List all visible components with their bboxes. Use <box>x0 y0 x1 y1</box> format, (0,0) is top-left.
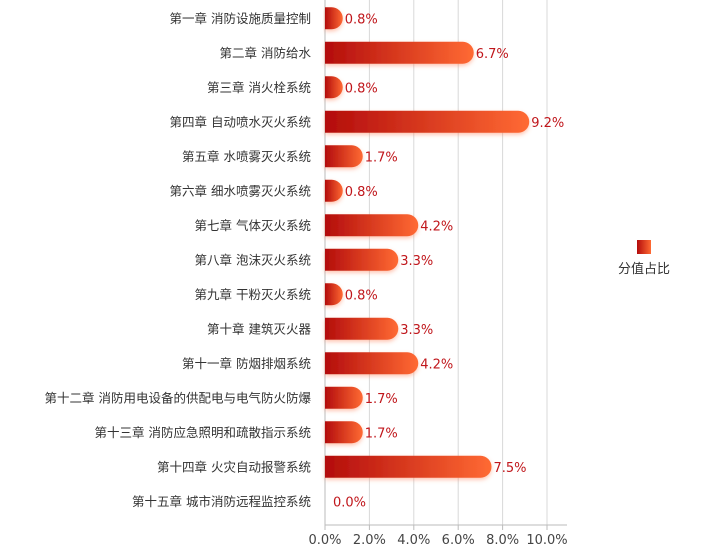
bar[interactable] <box>325 317 399 340</box>
category-label: 第十章 建筑灭火器 <box>207 321 311 336</box>
data-label: 9.2% <box>531 116 564 131</box>
data-label: 4.2% <box>420 219 453 234</box>
data-label: 7.5% <box>494 461 527 476</box>
data-label: 1.7% <box>365 150 398 165</box>
category-label: 第三章 消火栓系统 <box>207 80 311 95</box>
data-label: 1.7% <box>365 426 398 441</box>
bar[interactable] <box>325 76 343 99</box>
data-label: 4.2% <box>420 357 453 372</box>
bar[interactable] <box>325 110 530 133</box>
category-label: 第十五章 城市消防远程监控系统 <box>132 494 311 509</box>
legend[interactable]: 分值占比 <box>618 240 670 277</box>
data-label: 0.0% <box>333 495 366 510</box>
x-tick-label: 4.0% <box>397 533 430 548</box>
category-label: 第六章 细水喷雾灭火系统 <box>170 183 311 198</box>
data-label: 6.7% <box>476 47 509 62</box>
category-label: 第一章 消防设施质量控制 <box>170 11 311 26</box>
legend-swatch <box>637 240 651 254</box>
bar[interactable] <box>325 7 343 30</box>
data-label: 0.8% <box>345 12 378 27</box>
bar[interactable] <box>325 214 419 237</box>
category-label: 第七章 气体灭火系统 <box>195 218 311 233</box>
bar[interactable] <box>325 41 474 64</box>
data-label: 0.8% <box>345 288 378 303</box>
bar[interactable] <box>325 145 363 168</box>
data-label: 0.8% <box>345 185 378 200</box>
category-label: 第八章 泡沫灭火系统 <box>195 252 311 267</box>
category-label: 第九章 干粉灭火系统 <box>195 287 311 302</box>
category-label: 第二章 消防给水 <box>220 45 312 60</box>
data-label: 1.7% <box>365 392 398 407</box>
category-label: 第十一章 防烟排烟系统 <box>182 356 311 371</box>
bar[interactable] <box>325 248 399 271</box>
bar[interactable] <box>325 421 363 444</box>
category-label: 第五章 水喷雾灭火系统 <box>182 149 311 164</box>
bar[interactable] <box>325 455 492 478</box>
legend-label: 分值占比 <box>618 261 670 277</box>
category-label: 第十四章 火灾自动报警系统 <box>157 459 311 474</box>
x-tick-label: 2.0% <box>353 533 386 548</box>
bar[interactable] <box>325 386 363 409</box>
data-label: 0.8% <box>345 81 378 96</box>
category-label: 第十二章 消防用电设备的供配电与电气防火防爆 <box>45 390 312 405</box>
bar[interactable] <box>325 283 343 306</box>
category-label: 第十三章 消防应急照明和疏散指示系统 <box>95 425 311 440</box>
data-label: 3.3% <box>400 254 433 269</box>
data-label: 3.3% <box>400 323 433 338</box>
x-tick-label: 8.0% <box>486 533 519 548</box>
x-tick-label: 10.0% <box>526 533 567 548</box>
x-tick-label: 0.0% <box>308 533 341 548</box>
bar[interactable] <box>325 179 343 202</box>
x-tick-label: 6.0% <box>442 533 475 548</box>
category-label: 第四章 自动喷水灭火系统 <box>170 114 311 129</box>
bar[interactable] <box>325 352 419 375</box>
